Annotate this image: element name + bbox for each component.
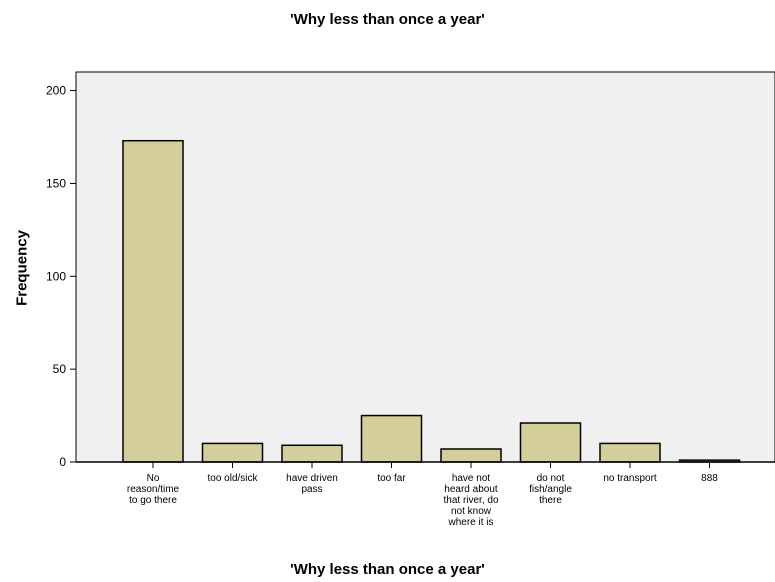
x-tick-label: no transport — [603, 473, 657, 484]
bar — [122, 139, 184, 463]
y-tick-label: 100 — [46, 269, 66, 283]
x-tick-label: do not fish/angle there — [529, 473, 572, 506]
y-tick-label: 200 — [46, 84, 66, 98]
x-tick-label: have driven pass — [286, 473, 338, 495]
x-tick-label: too old/sick — [207, 473, 258, 484]
x-tick-label: too far — [377, 473, 406, 484]
bar — [440, 448, 502, 463]
x-tick-label: No reason/time to go there — [127, 473, 180, 506]
plot-area — [75, 71, 775, 463]
bar — [360, 414, 423, 463]
y-tick-label: 0 — [59, 455, 66, 469]
x-tick-label: have not heard about that river, do not kno… — [443, 473, 498, 528]
bar — [519, 422, 582, 463]
bar — [281, 444, 343, 463]
y-tick-label: 50 — [53, 362, 67, 376]
bar — [201, 442, 264, 463]
x-tick-label: 888 — [701, 473, 718, 484]
x-axis-title: 'Why less than once a year' — [290, 561, 485, 578]
y-tick-label: 150 — [46, 176, 66, 190]
bar — [599, 442, 661, 463]
chart-title: 'Why less than once a year' — [290, 11, 485, 28]
